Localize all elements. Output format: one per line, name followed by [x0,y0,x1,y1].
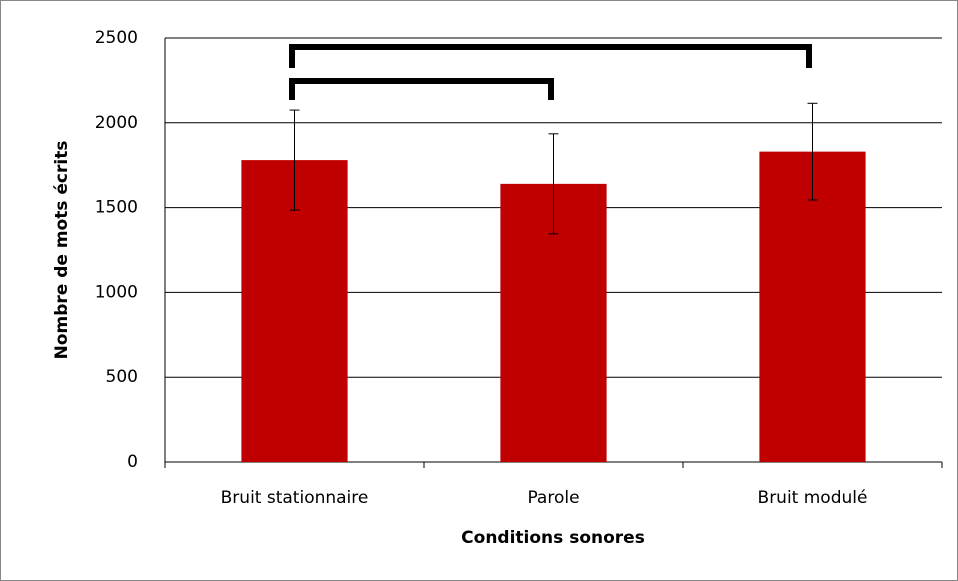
y-tick-label: 500 [106,367,138,387]
significance-brackets [289,44,812,100]
bracket [289,78,554,100]
y-tick-label: 2500 [95,28,138,48]
bracket [289,44,812,68]
x-tick-label: Bruit modulé [758,488,868,508]
x-tick-label: Bruit stationnaire [221,488,369,508]
y-tick-label: 0 [127,452,138,472]
x-axis-label: Conditions sonores [461,528,645,548]
y-tick-label: 1000 [95,282,138,302]
y-tick-label: 2000 [95,113,138,133]
y-tick-label: 1500 [95,198,138,218]
x-tick-label: Parole [527,488,579,508]
bar [759,151,866,462]
y-axis-label: Nombre de mots écrits [52,141,72,360]
